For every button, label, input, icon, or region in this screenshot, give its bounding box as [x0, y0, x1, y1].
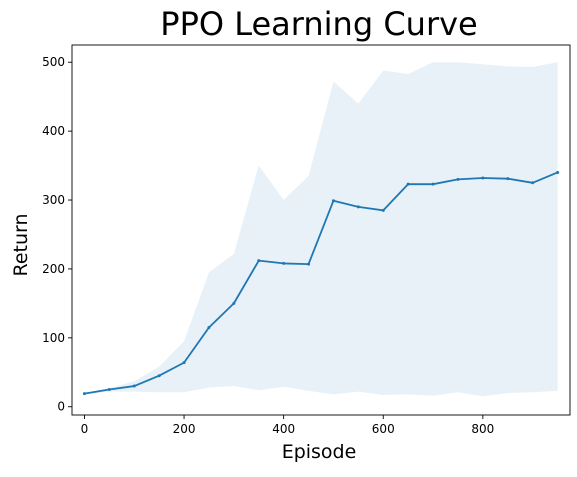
data-point — [307, 262, 311, 266]
data-point — [107, 388, 111, 392]
data-point — [381, 208, 385, 212]
confidence-band — [84, 62, 558, 397]
data-point — [356, 205, 360, 209]
y-axis-label: Return — [10, 213, 32, 276]
y-tick-label: 400 — [42, 124, 65, 138]
data-point — [456, 177, 460, 181]
x-tick-label: 400 — [272, 422, 295, 436]
data-point — [282, 261, 286, 265]
data-point — [82, 392, 86, 396]
data-point — [207, 325, 211, 329]
data-point — [182, 361, 186, 365]
x-tick-label: 0 — [81, 422, 89, 436]
chart-title: PPO Learning Curve — [160, 5, 477, 43]
data-point — [406, 182, 410, 186]
y-tick-label: 500 — [42, 55, 65, 69]
data-point — [157, 374, 161, 378]
data-point — [556, 170, 560, 174]
data-point — [481, 176, 485, 180]
series-line — [84, 171, 558, 395]
data-point — [531, 181, 535, 185]
y-tick-label: 300 — [42, 193, 65, 207]
y-tick-label: 200 — [42, 262, 65, 276]
data-point — [257, 259, 261, 263]
data-point — [431, 182, 435, 186]
series-line-group — [82, 170, 560, 396]
x-tick-label: 600 — [372, 422, 395, 436]
x-tick-label: 200 — [173, 422, 196, 436]
axes: 0 200 400 600 800 0 100 200 300 400 500 — [42, 44, 571, 436]
band-area — [84, 62, 558, 397]
data-point — [331, 199, 335, 203]
x-axis-label: Episode — [282, 441, 357, 463]
plot-frame — [71, 44, 571, 416]
data-point — [506, 177, 510, 181]
x-tick-label: 800 — [471, 422, 494, 436]
y-tick-label: 0 — [57, 400, 65, 414]
data-point — [132, 384, 136, 388]
data-point — [232, 301, 236, 305]
y-tick-label: 100 — [42, 331, 65, 345]
